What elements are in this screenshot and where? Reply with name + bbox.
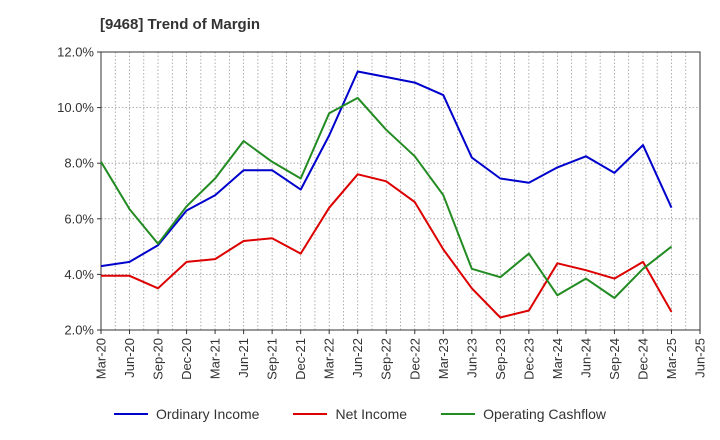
legend-item-net-income: Net Income xyxy=(293,406,407,422)
x-tick-label: Sep-21 xyxy=(265,338,280,380)
x-tick-label: Dec-21 xyxy=(293,338,308,380)
legend-label-net-income: Net Income xyxy=(335,406,408,422)
x-axis: Mar-20 Jun-20 Sep-20 Dec-20 Mar-21 Jun-21 Sep-… xyxy=(94,330,708,380)
legend-item-ordinary-income: Ordinary Income xyxy=(113,406,260,422)
x-tick-label: Mar-22 xyxy=(322,338,337,379)
x-tick-label: Mar-21 xyxy=(208,338,223,379)
x-tick-label: Mar-20 xyxy=(94,338,109,379)
x-tick-label: Dec-23 xyxy=(521,338,536,380)
x-tick-label: Jun-25 xyxy=(693,338,708,378)
x-tick-label: Mar-24 xyxy=(550,338,565,379)
legend: Ordinary Income Net Income Operating Cas… xyxy=(0,406,720,422)
x-tick-label: Mar-23 xyxy=(436,338,451,379)
plot-frame xyxy=(100,51,701,331)
x-tick-label: Mar-25 xyxy=(664,338,679,379)
chart-title: [9468] Trend of Margin xyxy=(100,16,261,33)
plot-border xyxy=(100,51,701,331)
x-tick-label: Dec-22 xyxy=(407,338,422,380)
y-tick-label: 8.0% xyxy=(64,156,94,171)
series-line-net-income xyxy=(101,173,673,319)
y-tick-label: 12.0% xyxy=(57,45,94,60)
series-lines xyxy=(100,70,673,319)
x-tick-label: Jun-21 xyxy=(236,338,251,378)
x-tick-label: Sep-23 xyxy=(493,338,508,380)
series-line-operating-cashflow xyxy=(100,96,673,299)
x-tick-label: Sep-20 xyxy=(151,338,166,380)
x-tick-label: Dec-24 xyxy=(635,338,650,380)
x-tick-label: Jun-20 xyxy=(122,338,137,378)
x-tick-label: Jun-22 xyxy=(350,338,365,378)
x-tick-label: Jun-23 xyxy=(464,338,479,378)
legend-swatch-operating-cashflow xyxy=(441,413,476,415)
grid xyxy=(101,52,700,330)
legend-swatch-net-income xyxy=(293,413,328,415)
y-tick-label: 6.0% xyxy=(64,211,94,226)
legend-swatch-ordinary-income xyxy=(113,413,148,415)
y-axis: 2.0% 4.0% 6.0% 8.0% 10.0% 12.0% xyxy=(57,45,101,338)
x-tick-label: Sep-22 xyxy=(379,338,394,380)
y-tick-label: 10.0% xyxy=(57,100,94,115)
legend-label-ordinary-income: Ordinary Income xyxy=(155,406,260,422)
series-line-ordinary-income xyxy=(100,70,673,268)
legend-item-operating-cashflow: Operating Cashflow xyxy=(441,406,606,422)
x-tick-label: Dec-20 xyxy=(179,338,194,380)
x-tick-label: Sep-24 xyxy=(607,338,622,380)
y-tick-label: 2.0% xyxy=(64,323,94,338)
x-tick-label: Jun-24 xyxy=(578,338,593,378)
legend-label-operating-cashflow: Operating Cashflow xyxy=(483,406,607,422)
y-tick-label: 4.0% xyxy=(64,267,94,282)
